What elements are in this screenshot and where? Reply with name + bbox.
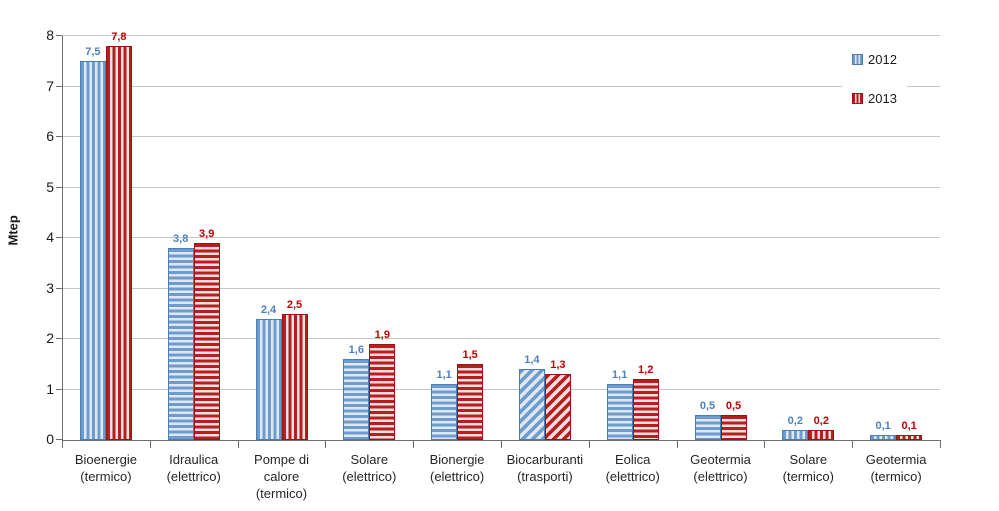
bar-value-label: 7,8 <box>111 31 127 43</box>
x-tick-mark <box>501 441 502 448</box>
category-label: Bioenergie (termico) <box>74 452 137 484</box>
y-tick-label: 7 <box>46 77 54 94</box>
y-tick-mark <box>56 186 62 188</box>
y-tick-mark <box>56 237 62 238</box>
bar-2012 <box>606 384 633 440</box>
y-tick-mark <box>56 35 62 36</box>
y-tick-label: 6 <box>46 128 54 144</box>
x-tick-mark <box>852 441 853 448</box>
x-tick-mark <box>325 441 326 448</box>
bar-value-label: 2,4 <box>260 304 277 316</box>
bar-2013 <box>896 435 923 440</box>
x-tick-mark <box>677 441 678 448</box>
y-tick-mark <box>56 136 62 137</box>
bar-2013 <box>457 364 484 440</box>
y-tick-label: 5 <box>46 178 54 195</box>
gridline <box>62 186 940 188</box>
category-label: Solare (elettrico) <box>342 452 397 484</box>
category-label: Eolica (elettrico) <box>605 452 660 484</box>
bar-value-label: 1,2 <box>638 364 654 376</box>
bar-2013 <box>808 430 835 440</box>
bar-value-label: 1,5 <box>462 349 478 361</box>
bar-2013 <box>369 344 396 440</box>
bar-2012 <box>870 435 897 440</box>
bar-value-label: 1,3 <box>550 359 566 371</box>
bar-2012 <box>343 359 370 440</box>
y-tick-label: 3 <box>46 279 54 296</box>
gridline <box>62 85 940 87</box>
x-tick-mark <box>940 441 941 448</box>
bar-value-label: 3,8 <box>173 233 189 245</box>
gridline <box>62 237 940 238</box>
x-tick-mark <box>150 441 151 448</box>
legend-label: 2012 <box>868 52 897 67</box>
legend-label: 2013 <box>868 91 897 106</box>
y-tick-label: 0 <box>46 431 54 447</box>
legend-entry-2012: 2012 <box>852 52 897 67</box>
bar-value-label: 1,4 <box>524 354 540 366</box>
category-label: Bionergie (elettrico) <box>429 452 485 484</box>
bar-2013 <box>105 46 132 440</box>
gridline <box>62 338 940 339</box>
x-tick-mark <box>238 441 239 448</box>
bar-value-label: 0,5 <box>725 400 742 412</box>
bar-value-label: 1,1 <box>612 369 628 381</box>
category-label: Idraulica (elettrico) <box>166 452 221 484</box>
bar-value-label: 0,5 <box>699 400 716 412</box>
bar-2013 <box>544 374 571 440</box>
bar-2012 <box>782 430 809 440</box>
bar-2012 <box>694 415 721 440</box>
y-tick-mark <box>56 287 62 289</box>
gridline <box>62 136 940 137</box>
bar-2013 <box>632 379 659 440</box>
bar-value-label: 0,2 <box>787 415 803 427</box>
bar-value-label: 1,6 <box>348 344 364 356</box>
category-label: Geotermia (termico) <box>865 452 927 484</box>
plot-area: 7,5 7,8 3,8 3,9 2,4 2,5 1,6 1,9 1,1 1,5 1,4 1,3 1,1 1… <box>62 31 940 440</box>
y-tick-label: 4 <box>46 229 54 245</box>
category-label: Solare (termico) <box>782 452 834 484</box>
bar-value-label: 0,2 <box>813 415 829 427</box>
bar-2012 <box>431 384 458 440</box>
x-tick-mark <box>62 441 63 448</box>
legend: 2012 2013 <box>842 46 907 112</box>
y-tick-label: 2 <box>46 330 54 346</box>
y-axis-line <box>62 36 63 441</box>
bar-value-label: 7,5 <box>85 46 101 58</box>
x-tick-mark <box>413 441 414 448</box>
bar-value-label: 0,1 <box>875 420 891 432</box>
bar-2013 <box>720 415 747 440</box>
legend-entry-2013: 2013 <box>852 91 897 106</box>
y-tick-mark <box>56 439 62 440</box>
category-label: Geotermia (elettrico) <box>690 452 751 484</box>
y-tick-label: 8 <box>46 27 54 43</box>
category-label: Biocarburanti (trasporti) <box>506 452 584 484</box>
bar-2012 <box>255 319 282 440</box>
gridline <box>62 388 940 390</box>
x-axis-line <box>62 440 941 441</box>
bar-value-label: 3,9 <box>199 228 215 240</box>
y-tick-label: 1 <box>46 380 54 397</box>
y-tick-mark <box>56 85 62 87</box>
gridline <box>62 35 940 36</box>
legend-marker-icon <box>852 54 863 65</box>
x-tick-mark <box>589 441 590 448</box>
bar-2012 <box>167 248 194 440</box>
legend-marker-icon <box>852 93 863 104</box>
category-label: Pompe di calore (termico) <box>254 452 309 501</box>
bar-2013 <box>193 243 220 440</box>
bar-value-label: 0,1 <box>901 420 917 432</box>
bar-value-label: 2,5 <box>286 299 303 311</box>
y-tick-mark <box>56 338 62 339</box>
y-tick-mark <box>56 388 62 390</box>
x-tick-mark <box>764 441 765 448</box>
bar-2012 <box>518 369 545 440</box>
bar-value-label: 1,9 <box>374 329 390 341</box>
bar-2012 <box>79 61 106 440</box>
bar-value-label: 1,1 <box>436 369 452 381</box>
gridline <box>62 287 940 289</box>
bar-2013 <box>281 314 308 440</box>
